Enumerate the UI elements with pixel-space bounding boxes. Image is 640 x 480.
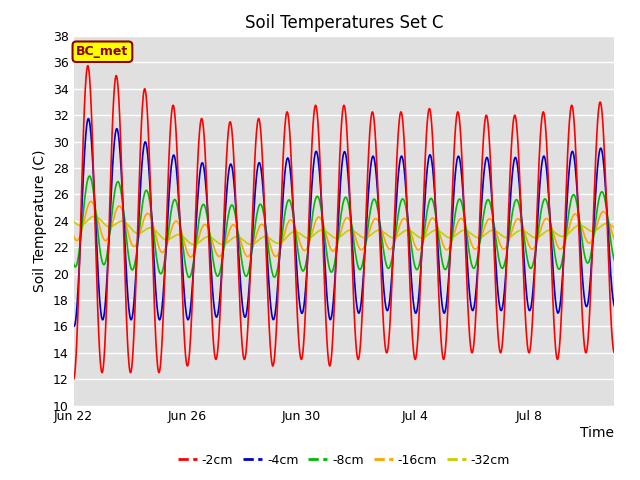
-8cm (86, 173, 93, 179)
-4cm (595, 151, 603, 157)
-32cm (319, 227, 326, 233)
Title: Soil Temperatures Set C: Soil Temperatures Set C (244, 13, 444, 32)
-2cm (333, 233, 340, 239)
-32cm (595, 225, 603, 231)
-32cm (496, 231, 504, 237)
Legend: -2cm, -4cm, -8cm, -16cm, -32cm: -2cm, -4cm, -8cm, -16cm, -32cm (173, 449, 515, 472)
-2cm (319, 227, 326, 232)
-8cm (319, 218, 326, 224)
-16cm (87, 199, 95, 204)
-8cm (70, 261, 77, 266)
-16cm (319, 220, 326, 226)
-32cm (98, 218, 106, 224)
-32cm (611, 225, 618, 231)
-8cm (595, 196, 603, 202)
-32cm (190, 241, 198, 247)
Line: -8cm: -8cm (74, 176, 614, 277)
-16cm (595, 216, 603, 221)
-4cm (84, 116, 92, 121)
X-axis label: Time: Time (580, 426, 614, 440)
-16cm (187, 254, 195, 260)
-4cm (333, 238, 341, 244)
-8cm (595, 195, 603, 201)
Line: -16cm: -16cm (74, 202, 614, 257)
Line: -2cm: -2cm (74, 66, 614, 379)
-2cm (84, 63, 92, 69)
-2cm (496, 348, 504, 354)
-32cm (70, 218, 77, 224)
-16cm (611, 237, 618, 242)
-16cm (595, 215, 603, 221)
-16cm (98, 230, 106, 236)
-32cm (595, 225, 603, 230)
-2cm (595, 106, 602, 111)
Line: -4cm: -4cm (74, 119, 614, 326)
-4cm (70, 324, 78, 329)
-8cm (496, 261, 504, 267)
-8cm (333, 243, 341, 249)
-16cm (70, 233, 77, 239)
-16cm (333, 241, 341, 247)
-4cm (98, 315, 106, 321)
-4cm (496, 305, 504, 311)
-2cm (595, 103, 603, 109)
-16cm (496, 241, 504, 247)
-32cm (91, 214, 99, 219)
-2cm (98, 369, 106, 374)
-32cm (333, 235, 341, 241)
-2cm (611, 350, 618, 356)
Line: -32cm: -32cm (74, 216, 614, 244)
Y-axis label: Soil Temperature (C): Soil Temperature (C) (33, 150, 47, 292)
-8cm (98, 256, 106, 262)
-4cm (595, 150, 603, 156)
Text: BC_met: BC_met (76, 45, 129, 58)
-4cm (319, 222, 326, 228)
-8cm (611, 258, 618, 264)
-4cm (70, 323, 77, 328)
-4cm (611, 303, 618, 309)
-2cm (70, 376, 77, 382)
-8cm (185, 275, 193, 280)
